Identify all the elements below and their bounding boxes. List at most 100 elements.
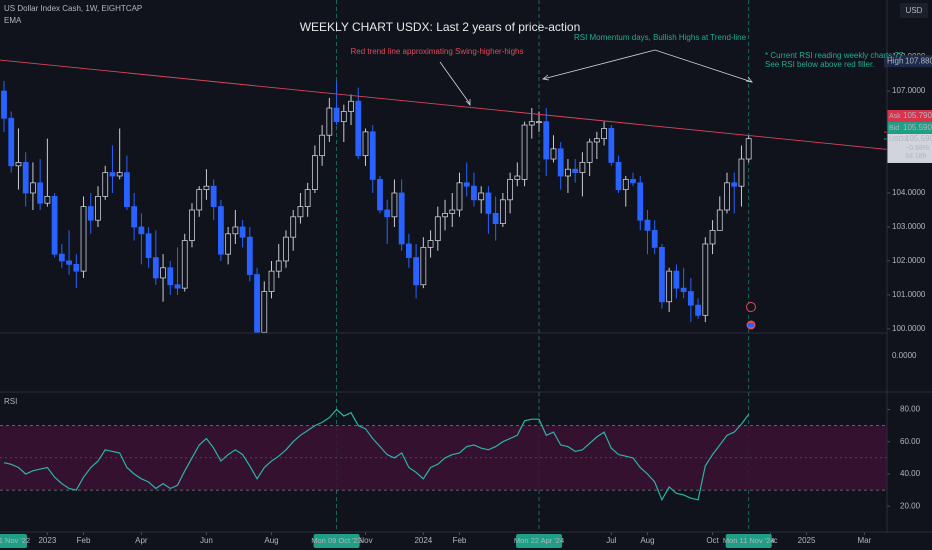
y-tick-label: 104.0000 [892, 188, 926, 197]
candle-body [528, 121, 535, 126]
candle-body [514, 175, 521, 180]
x-tick-label: Aug [640, 536, 654, 545]
candle-body [116, 172, 123, 177]
arrow-head [465, 99, 471, 106]
candle-body [644, 219, 651, 231]
candle-body [95, 196, 101, 221]
candle-body [333, 107, 340, 123]
candle-body [268, 270, 275, 292]
candle-body [311, 155, 318, 191]
candle-body [1, 90, 7, 119]
candle-body [66, 260, 72, 265]
candle-body [124, 172, 130, 207]
symbol-countdown: 3d 18h [905, 153, 927, 160]
candle-body [666, 270, 673, 303]
candle-body [565, 168, 571, 177]
annotation: See RSI below above red filler. [765, 60, 874, 69]
candle-body [131, 206, 138, 228]
bid-box [887, 121, 932, 134]
symbol-tag: USDX [889, 136, 909, 143]
candle-body [30, 182, 36, 194]
flag-icon [748, 323, 754, 327]
candle-body [80, 206, 87, 272]
candle-body [637, 182, 644, 221]
candle-body [738, 158, 745, 187]
candle-body [724, 182, 730, 211]
x-tick-label: Feb [453, 536, 467, 545]
candle-body [442, 212, 448, 218]
candle-body [622, 179, 629, 191]
candle-body [499, 199, 506, 224]
candle-body [326, 107, 333, 136]
candle-body [673, 270, 680, 289]
candle-body [405, 243, 412, 258]
candle-body [413, 257, 420, 286]
candle-body [225, 233, 232, 255]
bid-label: 105.5900 [903, 123, 932, 132]
candle-body [391, 192, 398, 218]
candle-body [709, 229, 716, 245]
candle-body [22, 162, 29, 194]
candle-body [232, 226, 239, 235]
rsi-label: RSI [4, 397, 17, 406]
candle-body [362, 131, 369, 157]
y-tick-label: 101.0000 [892, 290, 926, 299]
candle-body [304, 189, 311, 207]
x-date-label: Mon 09 Oct '23 [311, 536, 362, 545]
annotation: * Current RSI reading weekly charts 77 [765, 51, 904, 60]
candle-body [37, 182, 44, 204]
candle-body [58, 253, 65, 262]
y-tick-label: 107.0000 [892, 86, 926, 95]
candle-body [8, 117, 15, 167]
x-date-label: Mon 21 Nov '22 [0, 536, 30, 545]
y-tick-label: 103.0000 [892, 222, 926, 231]
candle-body [745, 138, 752, 160]
x-tick-label: Jun [200, 536, 213, 545]
candle-body [601, 128, 607, 140]
candle-body [15, 162, 22, 167]
candle-body [239, 226, 246, 238]
candle-body [369, 131, 376, 180]
candle-body [550, 148, 557, 160]
trendline [0, 59, 888, 150]
candle-body [557, 148, 564, 177]
x-date-box [516, 534, 563, 548]
candle-body [145, 233, 152, 258]
x-date-box [725, 534, 772, 548]
candle-body [471, 185, 477, 201]
ask-tag: Ask [889, 113, 901, 120]
candle-body [297, 206, 304, 218]
candle-body [731, 182, 738, 187]
x-tick-label: Aug [264, 536, 278, 545]
candle-body [572, 168, 579, 174]
x-tick-label: 2024 [414, 536, 432, 545]
x-date-box [0, 534, 27, 548]
candle-body [217, 206, 224, 255]
event-icons[interactable] [746, 302, 756, 330]
candle-body [181, 240, 188, 289]
currency-box[interactable] [900, 3, 928, 18]
candle-body [434, 216, 441, 241]
event-icon[interactable] [746, 302, 756, 312]
annotation: Red trend line approximating Swing-highe… [351, 47, 524, 56]
candle-body [377, 179, 383, 211]
symbol-label: 105.5900 [905, 134, 932, 143]
candle-body [261, 291, 268, 333]
candle-body [680, 287, 687, 292]
candle-body [73, 263, 80, 272]
x-tick-label: Nov [358, 536, 372, 545]
candle-body [348, 100, 354, 112]
candle-body [651, 229, 658, 248]
currency[interactable]: USD [906, 6, 923, 15]
candle-body [102, 172, 109, 197]
rsi-y-tick-label: 20.00 [900, 501, 921, 510]
candle-body [687, 291, 694, 306]
arrow-head [745, 76, 753, 83]
candle-body [283, 236, 289, 262]
candle-body [246, 236, 253, 275]
candle-body [109, 172, 116, 177]
x-date-label: Mon 11 Nov '24 [723, 536, 775, 545]
indicator-label: EMA [4, 16, 22, 25]
volume-axis-label: 0.0000 [892, 351, 917, 360]
